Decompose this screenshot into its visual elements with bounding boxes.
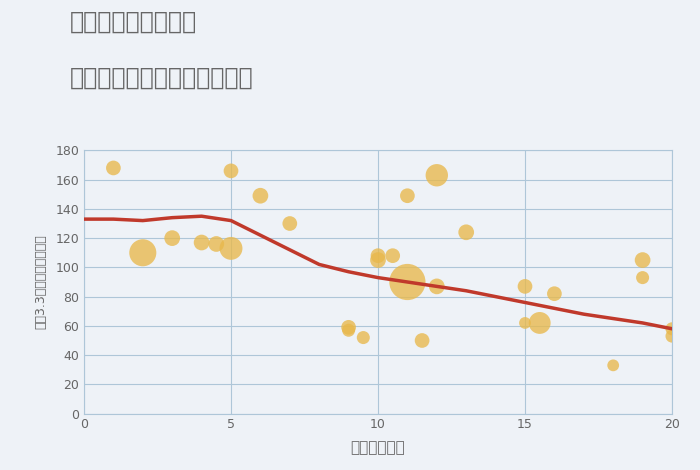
Point	[255, 192, 266, 199]
Point	[343, 327, 354, 334]
Text: 駅距離別中古マンション価格: 駅距離別中古マンション価格	[70, 66, 253, 90]
Point	[211, 240, 222, 248]
Point	[431, 282, 442, 290]
Point	[549, 290, 560, 298]
Point	[608, 361, 619, 369]
Text: 千葉県柏市高南台の: 千葉県柏市高南台の	[70, 9, 197, 33]
Point	[387, 252, 398, 259]
Point	[137, 249, 148, 257]
Point	[637, 274, 648, 282]
Point	[372, 256, 384, 264]
Point	[402, 192, 413, 199]
Point	[431, 172, 442, 179]
Point	[519, 282, 531, 290]
X-axis label: 駅距離（分）: 駅距離（分）	[351, 440, 405, 455]
Point	[519, 319, 531, 327]
Point	[666, 325, 678, 333]
Point	[343, 323, 354, 331]
Point	[108, 164, 119, 172]
Point	[461, 228, 472, 236]
Point	[358, 334, 369, 341]
Point	[196, 239, 207, 246]
Point	[284, 220, 295, 227]
Point	[372, 252, 384, 259]
Point	[534, 319, 545, 327]
Point	[666, 332, 678, 340]
Point	[402, 278, 413, 286]
Point	[637, 256, 648, 264]
Point	[225, 167, 237, 175]
Point	[167, 235, 178, 242]
Point	[416, 337, 428, 344]
Y-axis label: 坪（3.3㎡）単価（万円）: 坪（3.3㎡）単価（万円）	[34, 235, 47, 329]
Point	[225, 244, 237, 252]
